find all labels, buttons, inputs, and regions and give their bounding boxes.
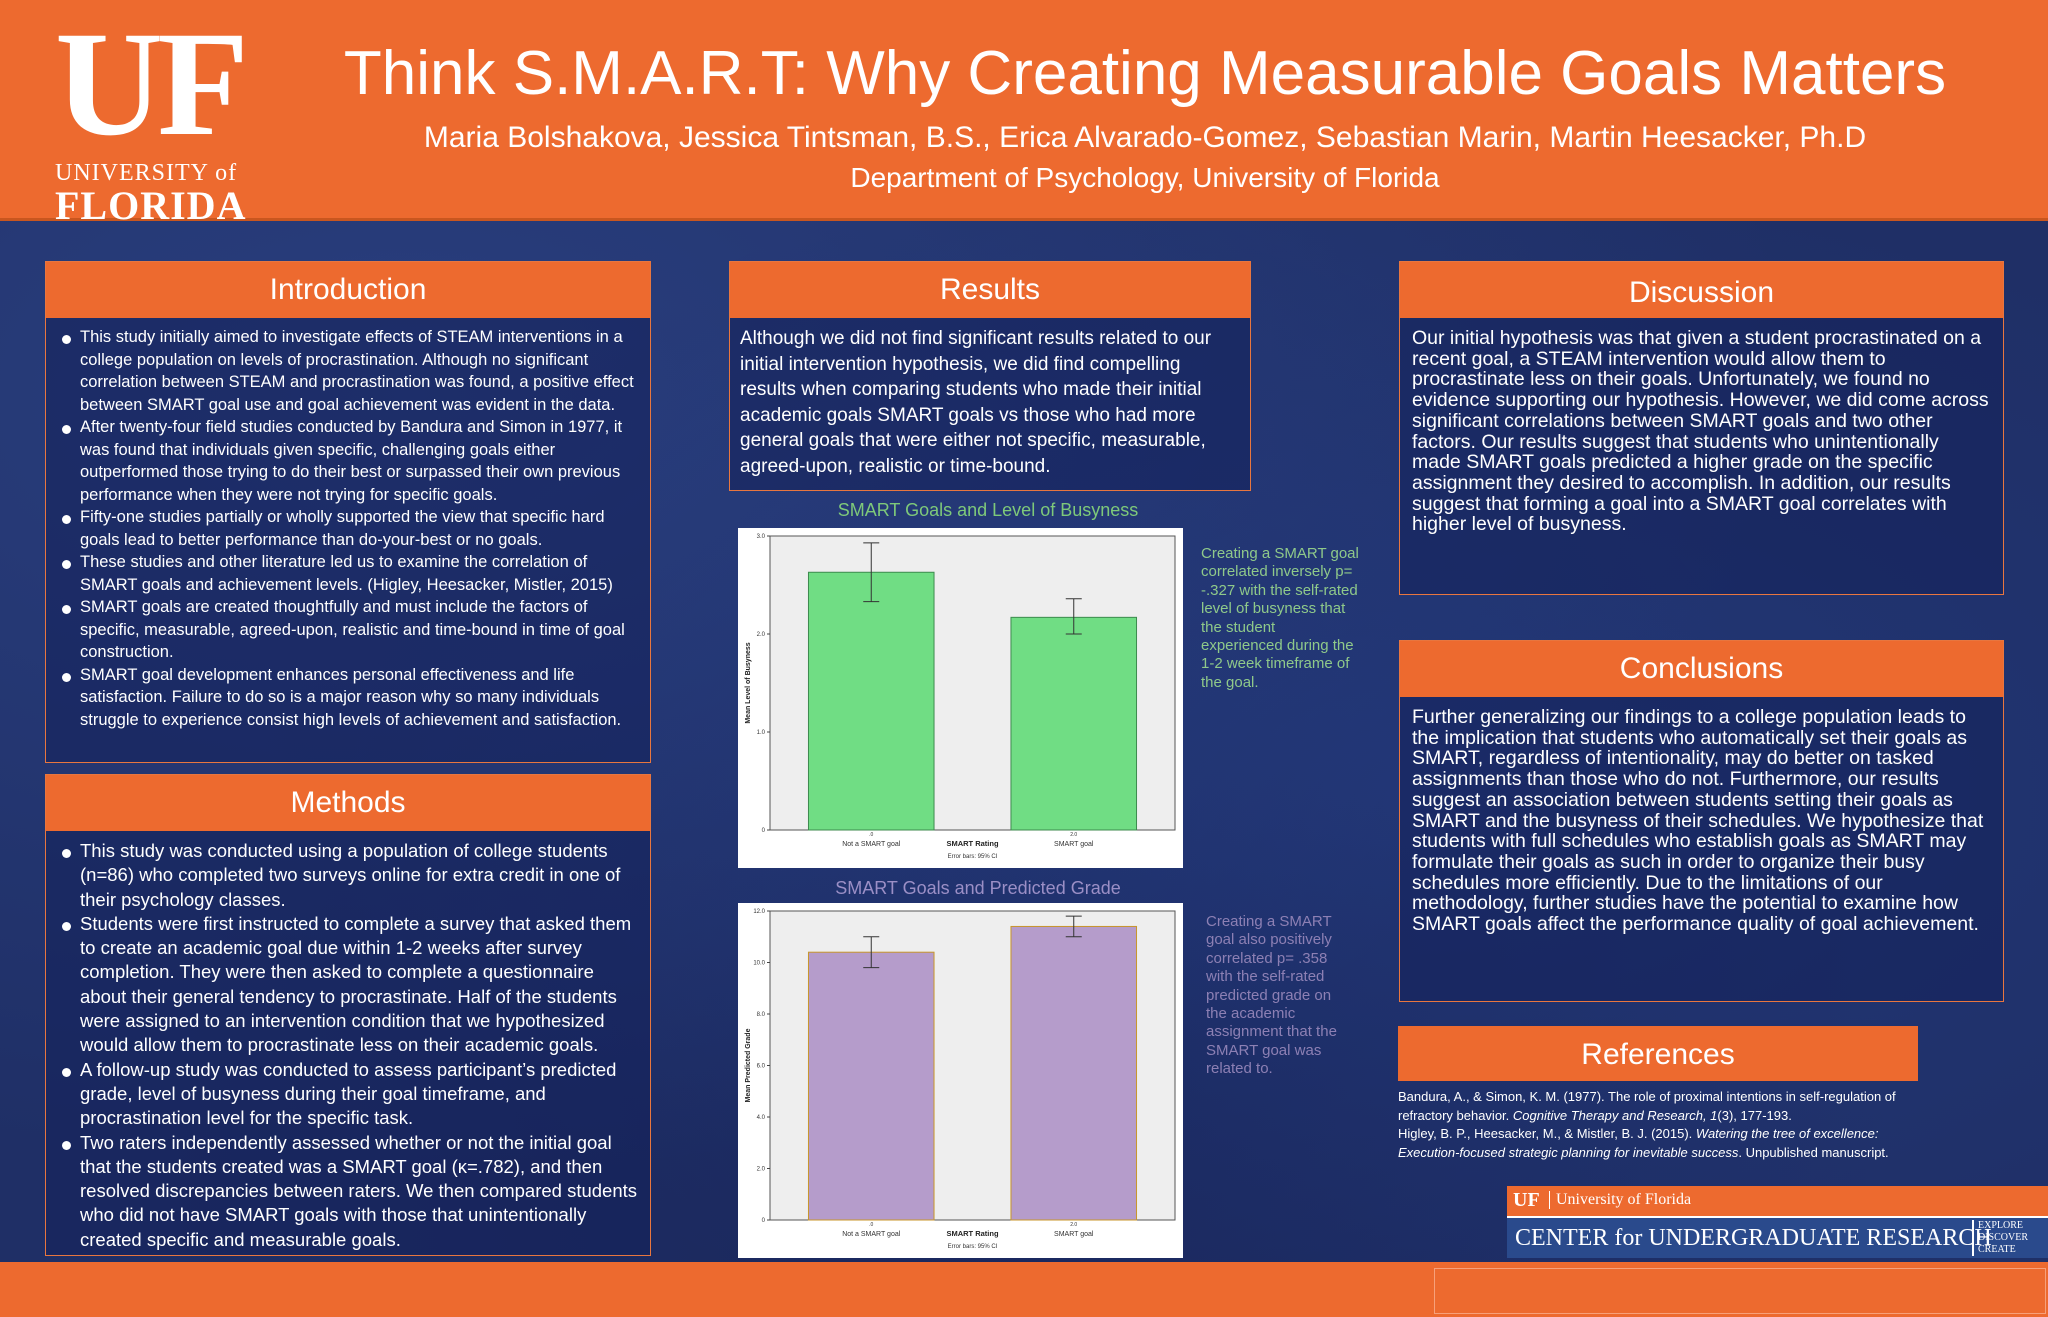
list-item: Two raters independently assessed whethe…	[62, 1131, 640, 1252]
chart1-category-label: SMART goal	[1054, 841, 1094, 848]
chart2-category-code: .0	[869, 1222, 873, 1228]
chart1-category-code: .0	[869, 832, 873, 838]
chart2-bar	[807, 951, 935, 1221]
methods-heading: Methods	[46, 775, 650, 831]
chart1-ytick-label: 0	[762, 828, 766, 834]
chart1-footnote: Error bars: 95% CI	[948, 854, 998, 860]
list-item: This study was conducted using a populat…	[62, 839, 640, 912]
chart2-xlabel: SMART Rating	[946, 1229, 998, 1238]
chart1-ytick-label: 3.0	[757, 534, 766, 540]
conclusions-text: Further generalizing our findings to a c…	[1412, 706, 1984, 936]
list-item: These studies and other literature led u…	[62, 551, 640, 596]
discussion-text: Our initial hypothesis was that given a …	[1412, 327, 1989, 536]
chart1: 0 1.0 2.0 3.0 .0 Not a SMART goal 2.0 SMART goa…	[738, 528, 1183, 868]
chart1-category-code: 2.0	[1070, 832, 1077, 838]
uf-logo-letters: UF	[55, 1, 249, 167]
results-heading: Results	[730, 262, 1250, 318]
discussion-panel: Discussion Our initial hypothesis was th…	[1399, 261, 2004, 595]
chart2-note: Creating a SMART goal also positively co…	[1206, 913, 1337, 1078]
discussion-heading: Discussion	[1400, 262, 2003, 318]
chart2-svg: 0 2.0 4.0 6.0 8.0 10.0 12.0 .0 Not a SMART goal 2…	[745, 909, 1176, 1250]
list-item: SMART goals are created thoughtfully and…	[62, 596, 640, 664]
cur-explore: EXPLORE	[1978, 1220, 2023, 1231]
list-item: This study initially aimed to investigat…	[62, 326, 640, 416]
introduction-list: This study initially aimed to investigat…	[62, 326, 640, 731]
results-text: Although we did not find significant res…	[740, 328, 1212, 477]
chart2-ytick-label: 6.0	[757, 1064, 766, 1070]
cur-center-name: CENTER for UNDERGRADUATE RESEARCH	[1515, 1225, 1992, 1251]
poster-authors: Maria Bolshakova, Jessica Tintsman, B.S.…	[423, 121, 1867, 154]
chart1-category-label: Not a SMART goal	[842, 841, 901, 848]
uf-logo: UF UNIVERSITY of FLORIDA	[55, 1, 255, 226]
cur-uf-mark: UF	[1513, 1189, 1540, 1211]
conclusions-panel: Conclusions Further generalizing our fin…	[1399, 640, 2004, 1002]
results-panel: Results Although we did not find signifi…	[729, 261, 1251, 491]
chart1-bar	[807, 571, 935, 831]
chart2-footnote: Error bars: 95% CI	[948, 1244, 998, 1250]
reference-item: Bandura, A., & Simon, K. M. (1977). The …	[1398, 1089, 1896, 1123]
uf-logo-university: UNIVERSITY of	[55, 160, 238, 186]
footer-bar	[0, 1262, 2048, 1317]
footer-box	[1434, 1268, 2046, 1314]
uf-logo-florida: FLORIDA	[55, 183, 247, 228]
poster-department: Department of Psychology, University of …	[850, 162, 1440, 193]
cur-logo: UF University of Florida CENTER for UNDE…	[1507, 1186, 2048, 1258]
reference-item: Higley, B. P., Heesacker, M., & Mistler,…	[1398, 1126, 1889, 1160]
chart2-bar	[1010, 925, 1138, 1221]
chart1-ylabel: Mean Level of Busyness	[745, 642, 752, 723]
list-item: After twenty-four field studies conducte…	[62, 416, 640, 506]
cur-create: CREATE	[1978, 1244, 2016, 1255]
chart1-title: SMART Goals and Level of Busyness	[837, 500, 1139, 520]
chart1-ytick-label: 1.0	[757, 730, 766, 736]
chart2-ytick-label: 10.0	[753, 961, 765, 967]
chart2: 0 2.0 4.0 6.0 8.0 10.0 12.0 .0 Not a SMART goal 2…	[738, 903, 1183, 1258]
chart2-ytick-label: 0	[762, 1218, 766, 1224]
conclusions-heading: Conclusions	[1400, 641, 2003, 697]
chart2-category-code: 2.0	[1070, 1222, 1077, 1228]
chart1-bar	[1010, 616, 1138, 831]
methods-list: This study was conducted using a populat…	[62, 839, 640, 1252]
chart2-title: SMART Goals and Predicted Grade	[835, 878, 1121, 898]
chart2-ytick-label: 2.0	[757, 1167, 766, 1173]
list-item: Students were first instructed to comple…	[62, 912, 640, 1058]
chart1-xlabel: SMART Rating	[946, 839, 998, 848]
list-item: A follow-up study was conducted to asses…	[62, 1058, 640, 1131]
chart1-ytick-label: 2.0	[757, 632, 766, 638]
introduction-heading: Introduction	[46, 262, 650, 318]
methods-panel: Methods This study was conducted using a…	[45, 774, 651, 1256]
chart2-ytick-label: 4.0	[757, 1115, 766, 1121]
poster-title: Think S.M.A.R.T: Why Creating Measurable…	[343, 39, 1947, 108]
chart1-svg: 0 1.0 2.0 3.0 .0 Not a SMART goal 2.0 SMART goa…	[745, 534, 1176, 860]
references-list: Bandura, A., & Simon, K. M. (1977). The …	[1398, 1088, 1918, 1162]
chart2-category-label: Not a SMART goal	[842, 1231, 901, 1238]
chart1-note: Creating a SMART goal correlated inverse…	[1201, 545, 1359, 691]
chart2-ytick-label: 12.0	[753, 909, 765, 915]
list-item: SMART goal development enhances personal…	[62, 664, 640, 732]
chart2-category-label: SMART goal	[1054, 1231, 1094, 1238]
cur-discover: DISCOVER	[1978, 1232, 2029, 1243]
references-heading: References	[1398, 1026, 1918, 1081]
chart2-ylabel: Mean Predicted Grade	[745, 1028, 752, 1102]
cur-university: University of Florida	[1549, 1191, 1691, 1209]
list-item: Fifty-one studies partially or wholly su…	[62, 506, 640, 551]
header-banner: UF UNIVERSITY of FLORIDA Think S.M.A.R.T…	[0, 0, 2048, 226]
introduction-panel: Introduction This study initially aimed …	[45, 261, 651, 763]
chart2-ytick-label: 8.0	[757, 1012, 766, 1018]
